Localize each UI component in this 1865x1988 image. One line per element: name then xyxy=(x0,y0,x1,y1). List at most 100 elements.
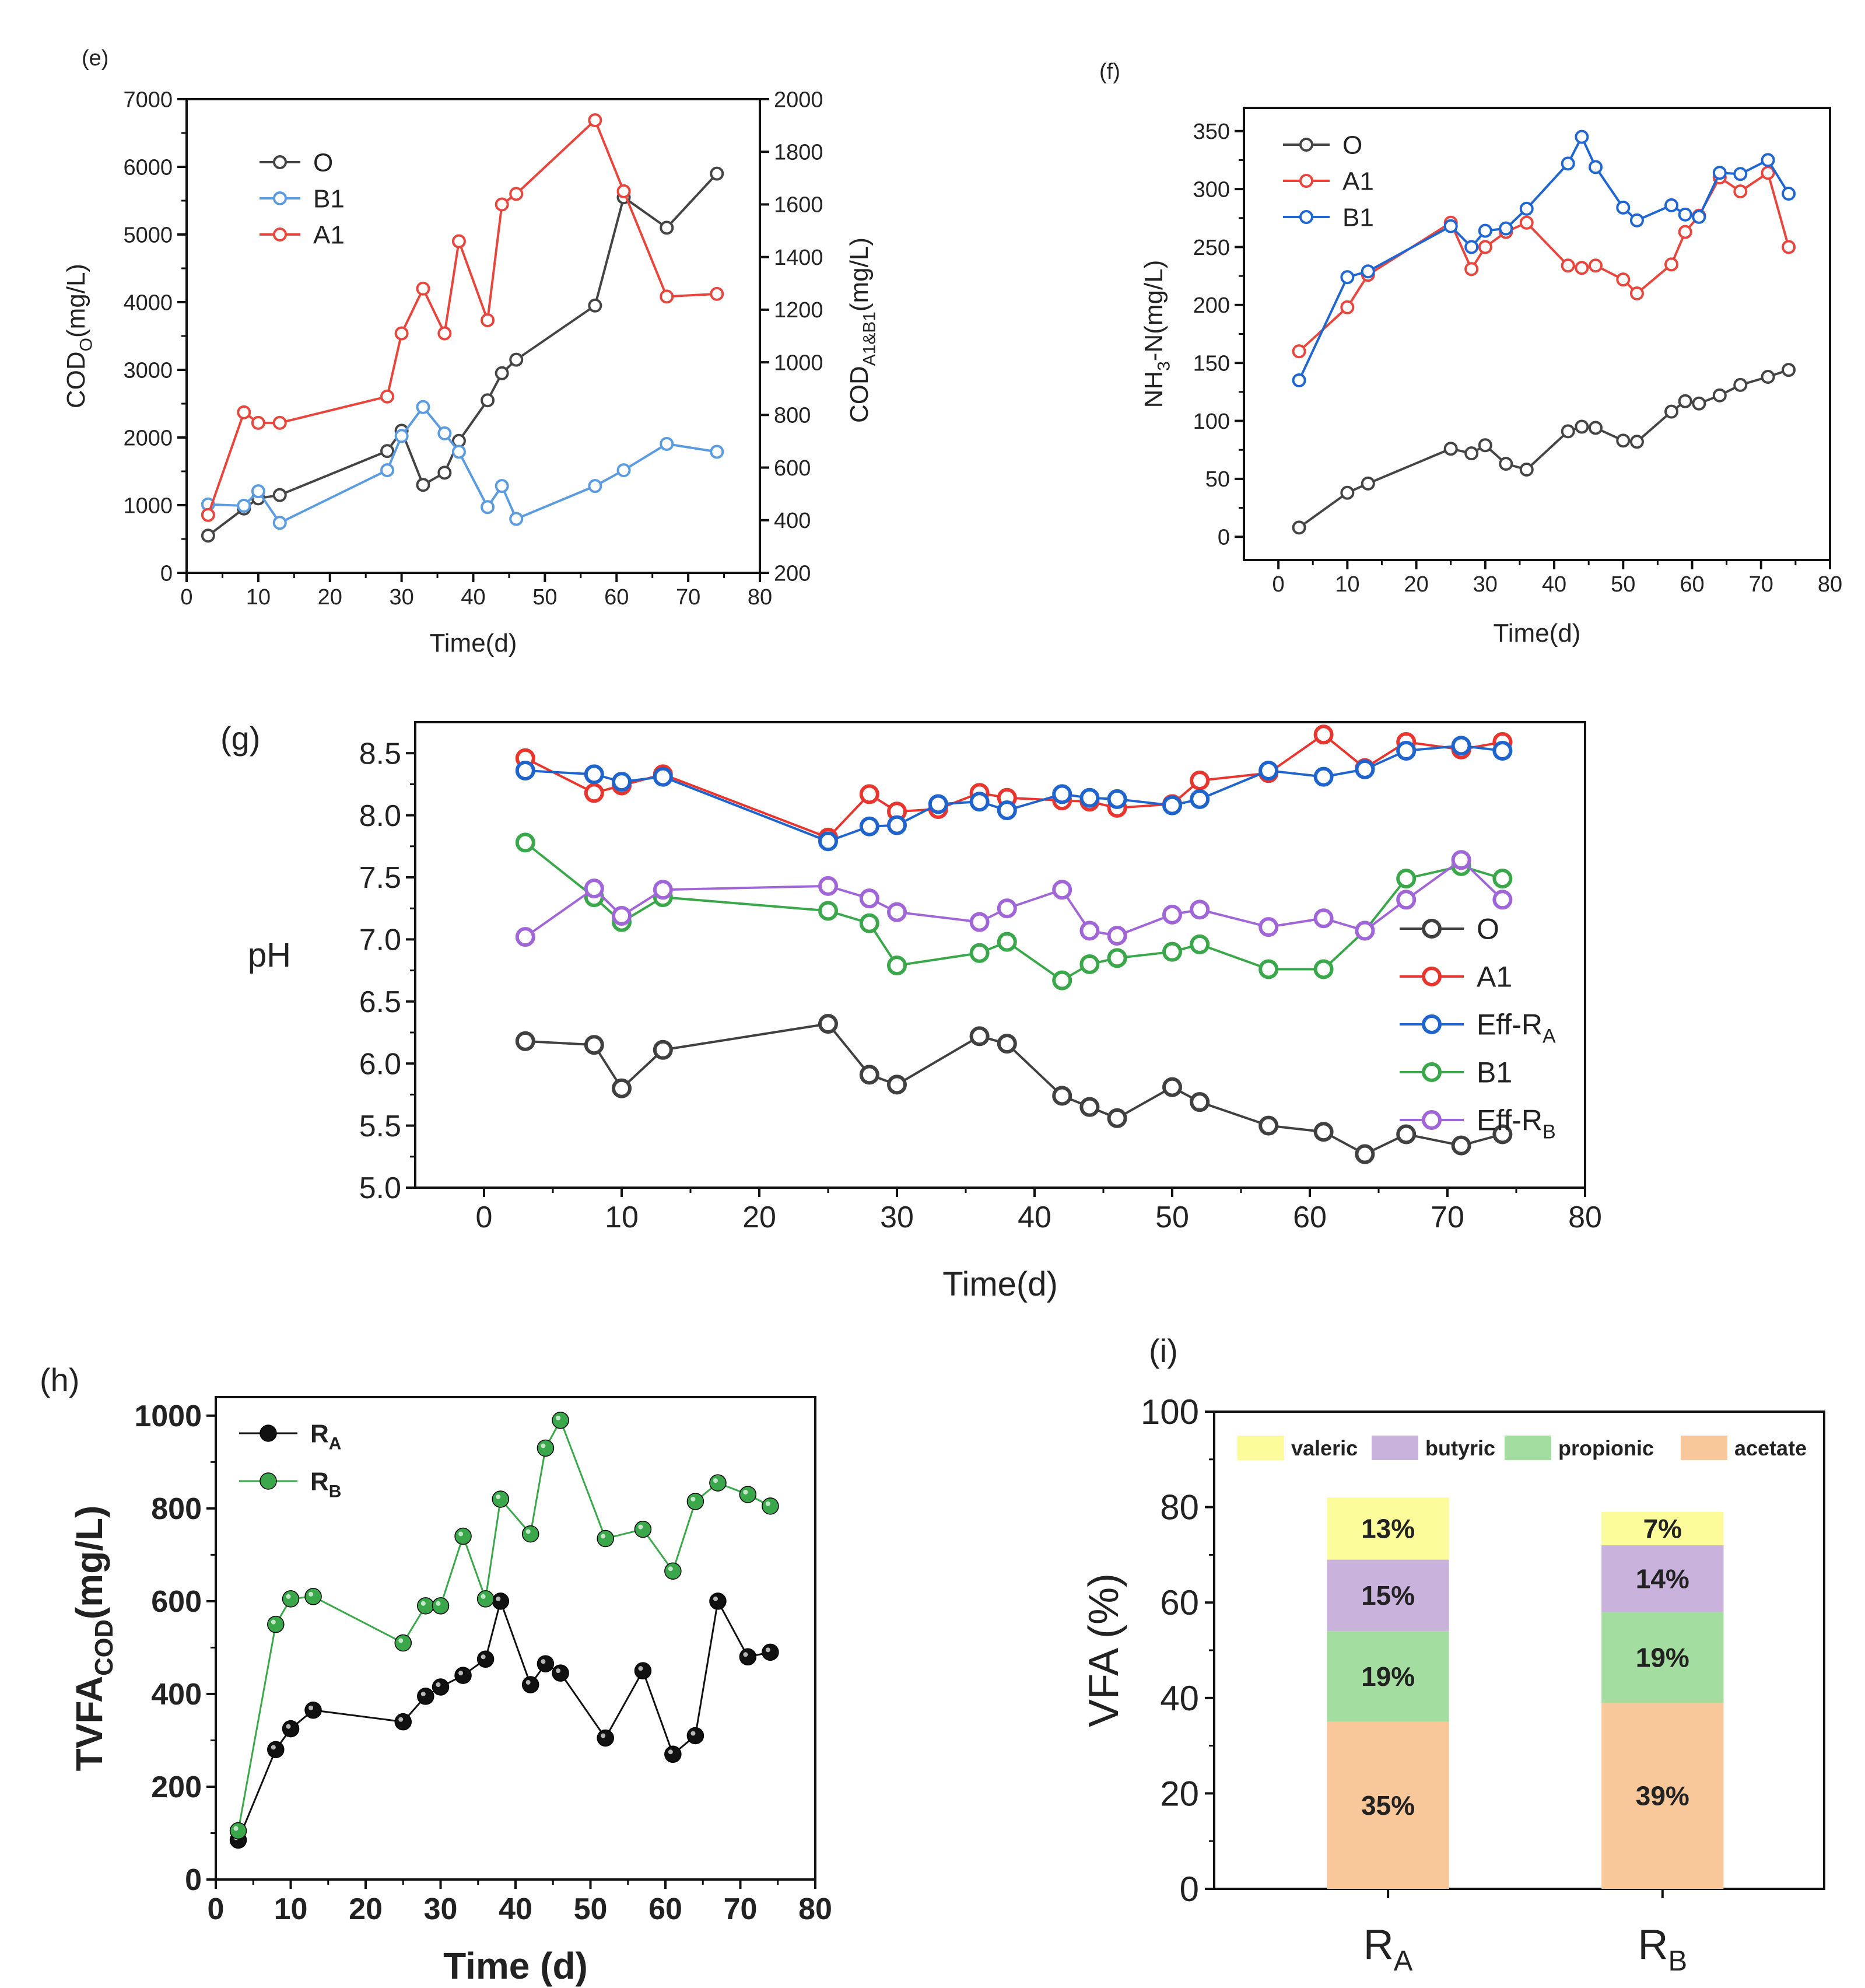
data-point xyxy=(1313,766,1334,787)
series-line-a1 xyxy=(206,118,717,516)
y-axis-label: pH xyxy=(248,936,291,974)
data-point-highlight xyxy=(668,1566,673,1572)
bar-segment-acetate xyxy=(1601,1702,1724,1889)
data-point xyxy=(509,352,524,367)
x-tick-label: 40 xyxy=(461,585,485,610)
data-point xyxy=(229,1822,247,1840)
panel-i: (i) 0 20 40 60 80 100 VFA (%) RA 35% 19% 15% 13% RB 39… xyxy=(1081,1332,1825,1977)
data-point xyxy=(251,484,265,499)
legend-marker xyxy=(1422,967,1442,986)
data-point xyxy=(394,326,409,341)
data-point xyxy=(1190,771,1210,791)
x-tick-label: 10 xyxy=(1335,572,1359,597)
data-point-highlight xyxy=(233,1826,239,1831)
data-point xyxy=(1464,240,1479,254)
data-point xyxy=(686,1727,704,1745)
data-point-highlight xyxy=(690,1731,696,1736)
data-point xyxy=(616,463,631,478)
data-point xyxy=(481,500,495,514)
x-tick-label: 80 xyxy=(1818,572,1842,597)
data-point xyxy=(597,1530,614,1548)
legend-swatch xyxy=(1238,1436,1284,1460)
y-axis-label-right: CODA1&B1(mg/L) xyxy=(845,237,879,423)
data-point xyxy=(304,1588,322,1605)
bar-segment-propionic xyxy=(1327,1631,1449,1722)
x-tick-label: 70 xyxy=(676,585,700,610)
y-tick-label: 1000 xyxy=(134,1399,202,1433)
legend-marker xyxy=(1299,138,1313,152)
data-point xyxy=(818,901,838,921)
data-point xyxy=(653,766,673,787)
panel-label-i: (i) xyxy=(1149,1332,1178,1369)
bar-value-label: 19% xyxy=(1636,1642,1689,1672)
data-point xyxy=(739,1486,757,1503)
data-point xyxy=(1451,736,1471,756)
data-point xyxy=(537,1655,555,1672)
data-point xyxy=(237,405,251,419)
data-point xyxy=(612,1078,632,1098)
data-point xyxy=(1478,240,1492,254)
y-tick-label: 0 xyxy=(185,1863,202,1897)
data-point xyxy=(1292,344,1306,359)
data-point-highlight xyxy=(556,1415,561,1420)
legend-label: B1 xyxy=(313,184,345,213)
data-point xyxy=(1355,921,1375,941)
data-point xyxy=(417,1688,434,1705)
data-point xyxy=(521,1676,539,1693)
x-tick-label: 10 xyxy=(246,585,271,610)
data-point xyxy=(1052,970,1072,991)
legend-label: O xyxy=(313,148,333,177)
x-tick-label: 30 xyxy=(880,1200,914,1234)
data-point xyxy=(1575,261,1589,275)
data-point xyxy=(1519,463,1534,477)
data-point xyxy=(1782,240,1796,254)
data-point xyxy=(612,905,632,926)
data-point xyxy=(928,794,948,814)
x-tick-label: 30 xyxy=(1473,572,1498,597)
legend-label: acetate xyxy=(1734,1436,1807,1460)
data-point-highlight xyxy=(713,1478,718,1483)
data-point xyxy=(304,1702,322,1719)
data-point xyxy=(969,1026,990,1046)
data-point xyxy=(1313,724,1334,745)
data-point-highlight xyxy=(481,1594,486,1599)
y-tick-label: 200 xyxy=(151,1770,202,1804)
data-point xyxy=(1616,272,1631,287)
legend-label: B1 xyxy=(1342,203,1374,232)
legend-marker xyxy=(1299,174,1313,188)
x-axis-label: Time (d) xyxy=(443,1945,588,1987)
x-tick-label: 60 xyxy=(1293,1200,1327,1234)
panel-label-f: (f) xyxy=(1099,60,1120,84)
data-point xyxy=(1492,869,1513,889)
data-point xyxy=(476,1650,495,1668)
data-point xyxy=(1396,740,1417,761)
y-tick-label: 40 xyxy=(1160,1679,1199,1718)
data-point xyxy=(634,1520,652,1538)
data-point xyxy=(1107,926,1127,946)
data-point-highlight xyxy=(436,1601,441,1606)
data-point xyxy=(709,1474,727,1492)
y-tick-label: 50 xyxy=(1205,467,1230,492)
panel-g: (g) 0 10 20 30 40 50 60 70 80 5.0 5.5 6.0 6.5 7.0 7.5 8.… xyxy=(220,720,1602,1303)
x-tick-label: 60 xyxy=(1680,572,1704,597)
y-axis-label-left: CODO(mg/L) xyxy=(62,264,96,408)
data-point xyxy=(1162,1077,1182,1097)
legend-swatch xyxy=(1505,1436,1551,1460)
data-point xyxy=(492,1490,510,1508)
data-point xyxy=(588,479,602,494)
data-point xyxy=(997,932,1017,952)
data-point xyxy=(584,878,604,899)
data-point xyxy=(1692,396,1706,411)
data-point xyxy=(1313,959,1334,979)
y-tick-label: 3000 xyxy=(123,358,173,383)
y-tick-label: 150 xyxy=(1193,351,1230,376)
legend-label: A1 xyxy=(1477,961,1512,993)
legend-marker xyxy=(273,228,287,242)
panel-label-h: (h) xyxy=(40,1362,79,1398)
data-point xyxy=(1782,187,1796,201)
data-point xyxy=(394,1634,412,1652)
data-point xyxy=(969,792,990,812)
series-line-r-a xyxy=(237,1598,771,1840)
y-tick-label: 0 xyxy=(160,561,173,586)
data-point xyxy=(1079,788,1100,808)
